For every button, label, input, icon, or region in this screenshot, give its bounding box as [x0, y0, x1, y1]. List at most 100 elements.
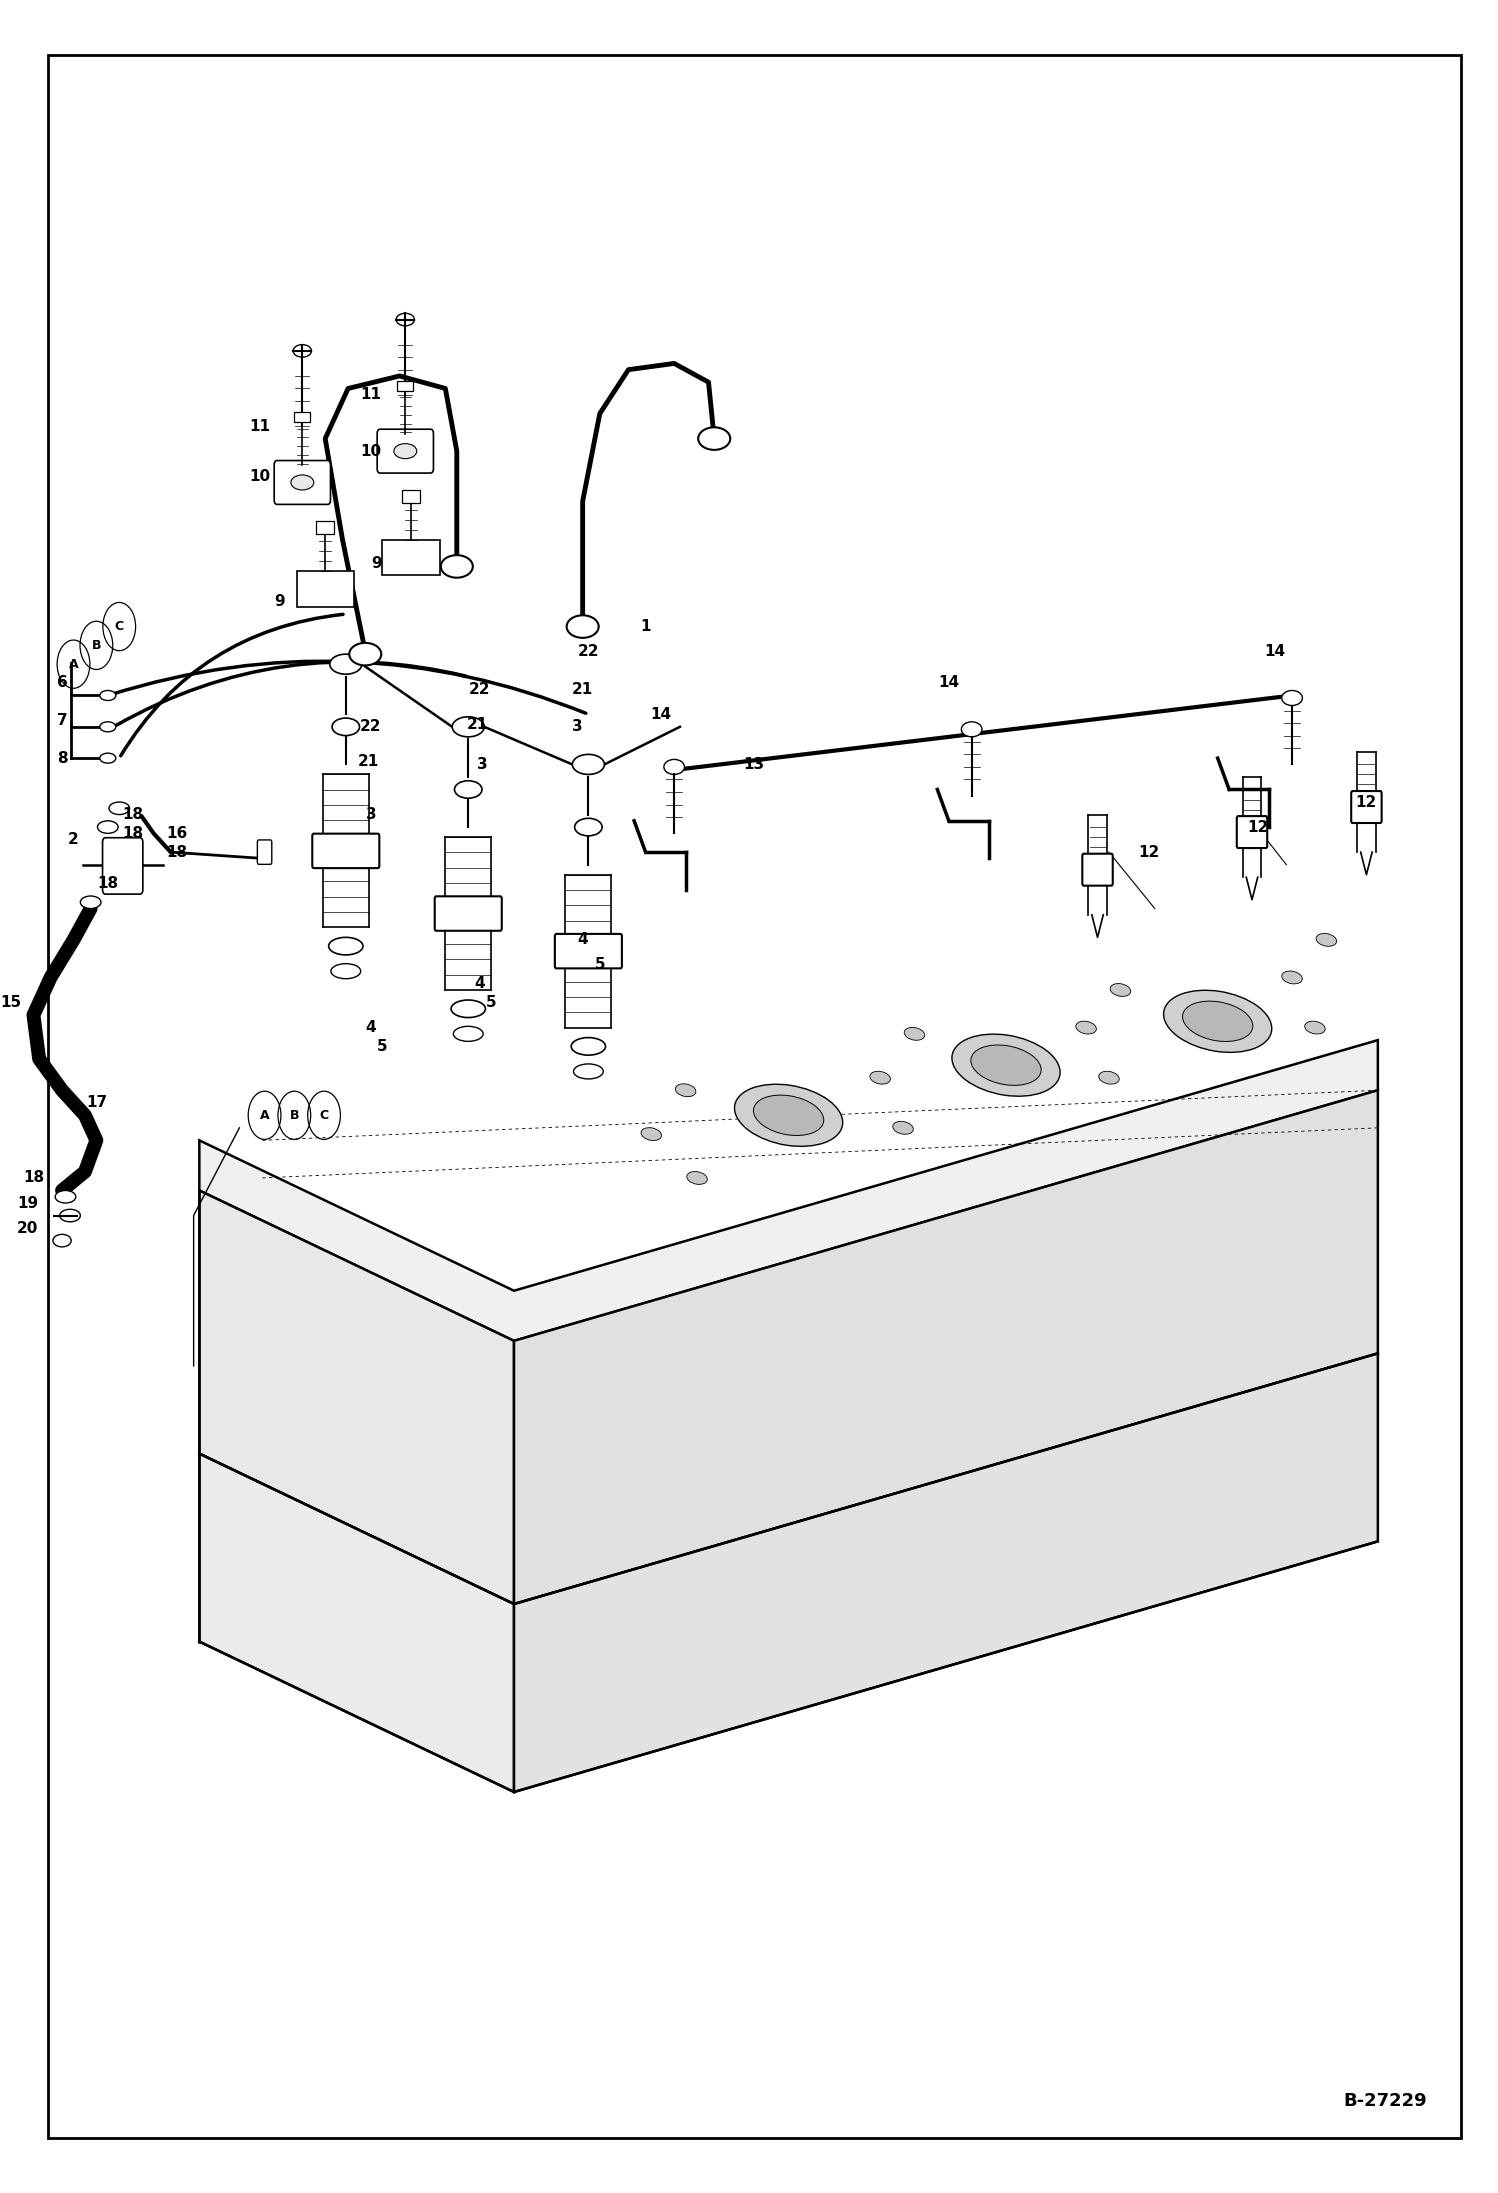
Text: 6: 6 — [57, 675, 67, 691]
Bar — [316, 522, 334, 533]
Ellipse shape — [81, 897, 100, 908]
Text: 11: 11 — [250, 419, 271, 434]
Ellipse shape — [971, 1046, 1041, 1086]
Ellipse shape — [1182, 1002, 1252, 1042]
Ellipse shape — [349, 643, 382, 664]
Text: 4: 4 — [366, 1020, 376, 1035]
Text: 18: 18 — [22, 1171, 43, 1186]
Text: A: A — [69, 658, 78, 671]
FancyBboxPatch shape — [102, 838, 142, 895]
Ellipse shape — [575, 818, 602, 836]
Text: 18: 18 — [123, 827, 144, 840]
Ellipse shape — [328, 936, 363, 954]
Ellipse shape — [100, 721, 115, 732]
Text: 18: 18 — [166, 844, 187, 860]
Ellipse shape — [294, 344, 312, 357]
Text: 11: 11 — [361, 388, 382, 401]
FancyBboxPatch shape — [382, 539, 439, 575]
Ellipse shape — [100, 752, 115, 763]
Text: 1: 1 — [640, 618, 650, 634]
Ellipse shape — [571, 1037, 605, 1055]
Ellipse shape — [395, 314, 415, 327]
Ellipse shape — [452, 717, 484, 737]
Ellipse shape — [1317, 934, 1336, 947]
Text: 12: 12 — [1356, 794, 1377, 809]
Polygon shape — [199, 1454, 514, 1792]
Ellipse shape — [331, 963, 361, 978]
FancyBboxPatch shape — [1351, 792, 1381, 822]
Ellipse shape — [1164, 991, 1272, 1053]
FancyBboxPatch shape — [274, 461, 331, 504]
Text: 2: 2 — [67, 831, 79, 846]
Ellipse shape — [870, 1070, 890, 1083]
FancyBboxPatch shape — [377, 430, 433, 474]
Ellipse shape — [451, 1000, 485, 1018]
Ellipse shape — [330, 654, 363, 673]
FancyBboxPatch shape — [258, 840, 271, 864]
Text: 3: 3 — [572, 719, 583, 735]
Ellipse shape — [55, 1191, 76, 1204]
Text: 14: 14 — [938, 675, 959, 691]
Text: 21: 21 — [358, 754, 379, 770]
Text: 13: 13 — [743, 757, 765, 772]
Ellipse shape — [1110, 982, 1131, 996]
Ellipse shape — [676, 1083, 697, 1096]
Ellipse shape — [454, 781, 482, 798]
Text: 3: 3 — [366, 807, 376, 822]
Bar — [397, 382, 413, 390]
FancyBboxPatch shape — [297, 572, 354, 607]
Polygon shape — [514, 1090, 1378, 1603]
Text: 9: 9 — [372, 557, 382, 572]
Ellipse shape — [641, 1127, 662, 1140]
Text: 15: 15 — [0, 996, 21, 1011]
Text: 10: 10 — [361, 443, 382, 458]
Text: 20: 20 — [16, 1222, 39, 1235]
Text: B: B — [289, 1110, 300, 1123]
Text: 8: 8 — [57, 750, 67, 765]
Text: 14: 14 — [1264, 645, 1285, 660]
Bar — [401, 489, 419, 502]
Text: B-27229: B-27229 — [1344, 2092, 1426, 2110]
Text: 21: 21 — [467, 717, 488, 732]
Ellipse shape — [454, 1026, 484, 1042]
Ellipse shape — [109, 803, 129, 814]
Text: 21: 21 — [572, 682, 593, 697]
Ellipse shape — [100, 691, 115, 700]
Text: A: A — [259, 1110, 270, 1123]
Ellipse shape — [1282, 971, 1302, 985]
Ellipse shape — [1305, 1022, 1326, 1035]
Ellipse shape — [291, 476, 313, 489]
Text: 5: 5 — [595, 958, 605, 971]
Ellipse shape — [574, 1064, 604, 1079]
Ellipse shape — [753, 1094, 824, 1136]
Polygon shape — [199, 1191, 514, 1603]
Text: 5: 5 — [377, 1039, 388, 1055]
Ellipse shape — [394, 443, 416, 458]
Ellipse shape — [893, 1121, 914, 1134]
Ellipse shape — [60, 1208, 81, 1222]
Ellipse shape — [572, 754, 604, 774]
FancyBboxPatch shape — [312, 833, 379, 868]
Text: 3: 3 — [476, 757, 487, 772]
Ellipse shape — [698, 428, 730, 450]
Text: 7: 7 — [57, 713, 67, 728]
Ellipse shape — [734, 1083, 843, 1147]
Ellipse shape — [905, 1026, 924, 1039]
Ellipse shape — [333, 717, 360, 735]
Text: 19: 19 — [16, 1195, 39, 1211]
Text: C: C — [319, 1110, 328, 1123]
Text: 16: 16 — [166, 827, 187, 840]
Bar — [294, 412, 310, 423]
Text: 5: 5 — [485, 996, 496, 1011]
Ellipse shape — [686, 1171, 707, 1184]
Ellipse shape — [97, 820, 118, 833]
Ellipse shape — [664, 759, 685, 774]
Text: 4: 4 — [577, 932, 589, 947]
Ellipse shape — [1076, 1022, 1097, 1035]
Text: C: C — [115, 621, 124, 634]
Ellipse shape — [52, 1235, 72, 1248]
Text: 17: 17 — [85, 1094, 106, 1110]
FancyBboxPatch shape — [434, 897, 502, 930]
Text: 14: 14 — [650, 706, 671, 721]
Ellipse shape — [1098, 1070, 1119, 1083]
